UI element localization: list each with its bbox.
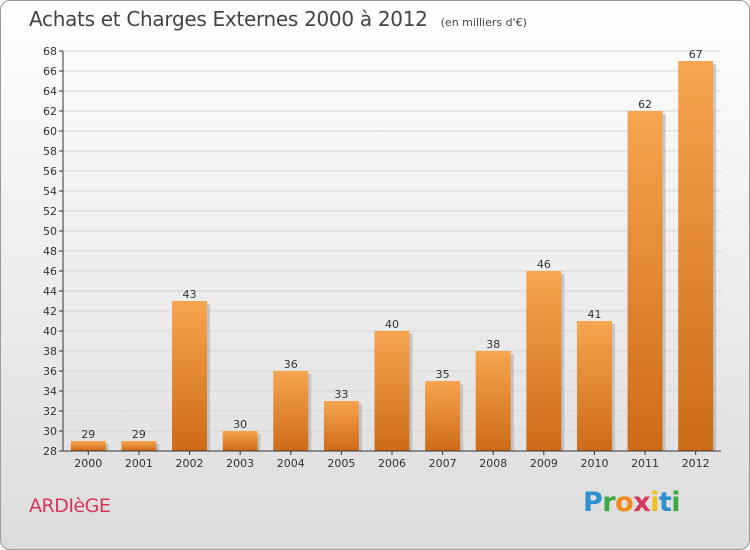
x-tick-label: 2011	[631, 457, 659, 470]
bar-2004	[273, 371, 309, 451]
y-tick-label: 32	[43, 405, 57, 418]
x-tick-label: 2010	[580, 457, 608, 470]
logo-letter: r	[602, 487, 616, 518]
data-labels: 29 29 43 30 36 33 40 35 38 46 41 62 67	[81, 48, 702, 441]
bar-2011	[627, 111, 663, 451]
y-tick-label: 68	[43, 45, 57, 58]
y-tick-label: 46	[43, 265, 57, 278]
y-tick-label: 62	[43, 105, 57, 118]
y-tick-label: 56	[43, 165, 57, 178]
bar-2007	[425, 381, 461, 451]
logo-letter: o	[615, 487, 634, 518]
x-tick-label: 2006	[378, 457, 406, 470]
bar-2003	[222, 431, 258, 451]
bar-2012	[678, 61, 714, 451]
bar-2010	[576, 321, 612, 451]
logo-letter: i	[671, 487, 681, 518]
x-tick-label: 2009	[530, 457, 558, 470]
data-label: 36	[284, 358, 298, 371]
x-tick-label: 2001	[125, 457, 153, 470]
data-label: 67	[689, 48, 703, 61]
bar-2008	[475, 351, 511, 451]
bar-2006	[374, 331, 410, 451]
bar-2000	[70, 441, 106, 451]
data-label: 62	[638, 98, 652, 111]
x-tick-label: 2003	[226, 457, 254, 470]
logo-letter: P	[583, 487, 603, 518]
y-tick-label: 54	[43, 185, 57, 198]
y-tick-label: 64	[43, 85, 57, 98]
y-tick-label: 44	[43, 285, 57, 298]
bars	[70, 61, 717, 451]
x-tick-label: 2005	[327, 457, 355, 470]
y-tick-label: 60	[43, 125, 57, 138]
data-label: 40	[385, 318, 399, 331]
y-tick-label: 36	[43, 365, 57, 378]
y-tick-label: 38	[43, 345, 57, 358]
y-tick-label: 34	[43, 385, 57, 398]
x-tick-label: 2008	[479, 457, 507, 470]
x-tick-label: 2012	[682, 457, 710, 470]
x-tick-label: 2002	[176, 457, 204, 470]
y-tick-label: 40	[43, 325, 57, 338]
y-tick-label: 30	[43, 425, 57, 438]
y-tick-label: 52	[43, 205, 57, 218]
data-label: 30	[233, 418, 247, 431]
data-label: 38	[486, 338, 500, 351]
logo-letter: x	[633, 487, 651, 518]
x-tick-label: 2000	[74, 457, 102, 470]
data-label: 41	[587, 308, 601, 321]
logo-letter: i	[650, 487, 659, 518]
data-label: 33	[334, 388, 348, 401]
y-tick-label: 42	[43, 305, 57, 318]
logo-letter: t	[658, 487, 672, 518]
chart-subtitle: (en milliers d'€)	[440, 16, 527, 29]
x-tick-label: 2004	[277, 457, 305, 470]
x-tick-label: 2007	[429, 457, 457, 470]
y-tick-label: 58	[43, 145, 57, 158]
bar-2001	[121, 441, 157, 451]
y-tick-label: 48	[43, 245, 57, 258]
bar-2005	[323, 401, 359, 451]
data-label: 35	[436, 368, 450, 381]
chart-title-row: Achats et Charges Externes 2000 à 2012 (…	[29, 7, 527, 31]
data-label: 43	[183, 288, 197, 301]
y-tick-label: 28	[43, 445, 57, 458]
data-label: 29	[81, 428, 95, 441]
proxiti-logo[interactable]: Proxiti	[583, 487, 681, 518]
bar-2009	[526, 271, 562, 451]
bar-2002	[172, 301, 208, 451]
y-tick-label: 50	[43, 225, 57, 238]
chart-title: Achats et Charges Externes 2000 à 2012	[29, 7, 428, 31]
commune-name: ARDIèGE	[29, 495, 111, 517]
y-tick-label: 66	[43, 65, 57, 78]
data-label: 46	[537, 258, 551, 271]
axes: 28 30 32 34 36 38 40 42 44 46 48 50 52 54 56 58 60 62 64 66…	[43, 45, 721, 470]
data-label: 29	[132, 428, 146, 441]
